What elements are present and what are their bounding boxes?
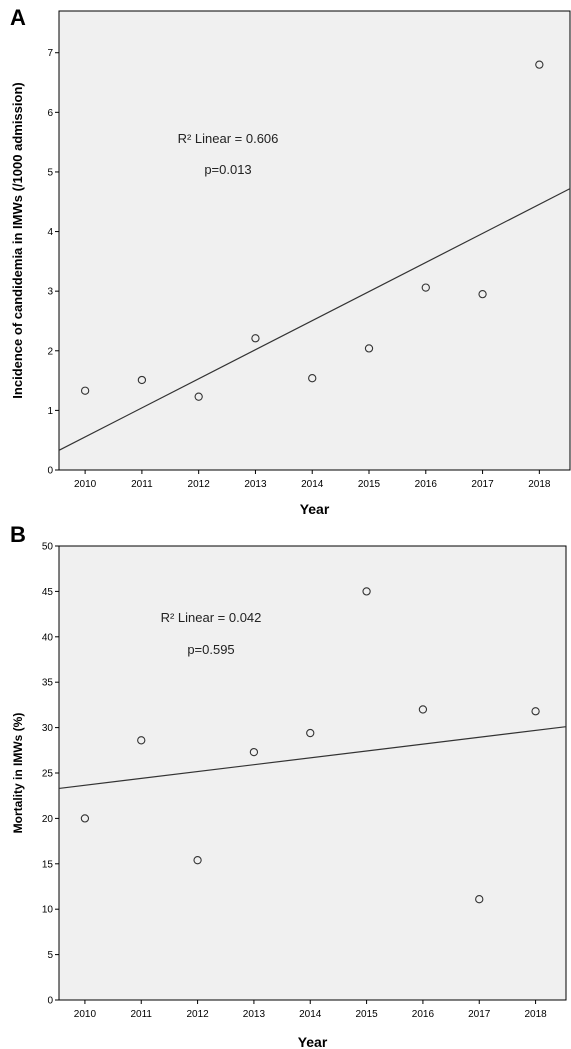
data-point (251, 334, 260, 343)
data-point (418, 705, 428, 714)
data-point (193, 856, 202, 865)
x-tick-label: 2018 (524, 1009, 547, 1020)
y-tick-label: 3 (47, 287, 53, 298)
y-tick-label: 6 (47, 108, 53, 119)
y-axis-label: Incidence of candidemia in IMWs (/1000 a… (10, 82, 25, 398)
x-tick-label: 2010 (74, 1009, 97, 1020)
x-tick-label: 2015 (358, 479, 381, 490)
y-tick-label: 35 (42, 678, 54, 689)
x-tick-label: 2018 (528, 479, 551, 490)
y-tick-label: 30 (42, 723, 54, 734)
panel-letter: A (10, 5, 26, 30)
x-tick-label: 2017 (471, 479, 494, 490)
data-point (137, 375, 147, 385)
data-point (478, 289, 487, 299)
x-tick-label: 2010 (74, 479, 97, 490)
data-point (364, 344, 374, 353)
data-point (362, 587, 371, 596)
y-tick-label: 0 (47, 996, 53, 1007)
y-tick-label: 40 (42, 632, 54, 643)
x-axis-label: Year (300, 501, 330, 517)
data-point (194, 392, 203, 401)
x-tick-label: 2013 (243, 1009, 266, 1020)
data-point (475, 895, 484, 904)
y-tick-label: 4 (47, 227, 53, 238)
x-tick-label: 2012 (188, 479, 211, 490)
x-tick-label: 2011 (130, 1009, 152, 1020)
plot-area (58, 545, 567, 1001)
r-squared-annotation: R² Linear = 0.042 (161, 610, 262, 625)
x-tick-label: 2011 (131, 479, 153, 490)
y-tick-label: 5 (47, 167, 53, 178)
data-point (249, 747, 259, 757)
plot-area (58, 10, 571, 471)
y-tick-label: 7 (47, 48, 53, 59)
regression-line (58, 726, 567, 790)
p-value-annotation: p=0.595 (187, 642, 234, 657)
y-tick-label: 10 (42, 905, 54, 916)
y-tick-label: 5 (47, 950, 53, 961)
y-tick-label: 45 (42, 587, 54, 598)
x-tick-label: 2016 (412, 1009, 435, 1020)
y-tick-label: 0 (47, 466, 53, 477)
y-tick-label: 20 (42, 814, 54, 825)
y-tick-label: 1 (47, 406, 53, 417)
x-tick-label: 2016 (415, 479, 438, 490)
data-point (535, 60, 544, 69)
r-squared-annotation: R² Linear = 0.606 (178, 131, 279, 146)
panel-letter: B (10, 522, 26, 547)
x-tick-label: 2013 (244, 479, 267, 490)
y-tick-label: 50 (42, 542, 54, 553)
y-tick-label: 2 (47, 346, 53, 357)
data-point (80, 814, 90, 823)
x-tick-label: 2012 (186, 1009, 209, 1020)
chart-panel-a: A 0 1 2 3 4 5 6 7 2010 2011 2012 2013 2014 2015 2016 201… (10, 5, 571, 517)
x-axis-label: Year (298, 1034, 328, 1049)
data-point (531, 707, 540, 716)
x-tick-label: 2014 (299, 1009, 322, 1020)
y-tick-label: 15 (42, 859, 54, 870)
data-point (308, 374, 317, 383)
data-point (421, 283, 430, 292)
data-point (80, 386, 90, 395)
regression-line (58, 188, 571, 451)
data-point (137, 736, 146, 745)
x-tick-label: 2014 (301, 479, 324, 490)
x-tick-label: 2017 (468, 1009, 491, 1020)
y-axis-label: Mortality in IMWs (%) (11, 713, 25, 834)
y-tick-label: 25 (42, 769, 54, 780)
p-value-annotation: p=0.013 (204, 162, 251, 177)
chart-panel-b: B 0 5 10 15 20 25 30 35 40 45 50 2010 2011 2012 2013 201… (10, 522, 567, 1049)
x-tick-label: 2015 (355, 1009, 378, 1020)
data-point (306, 728, 315, 738)
